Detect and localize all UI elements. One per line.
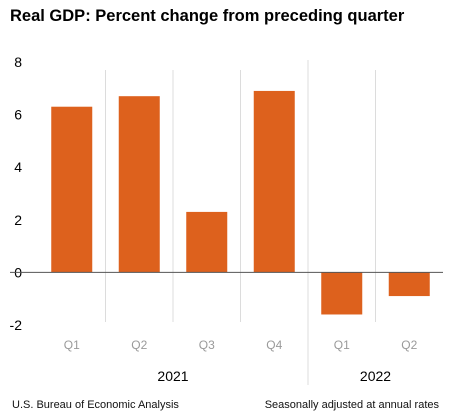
x-tick-label: Q1 xyxy=(334,338,350,352)
adjustment-note: Seasonally adjusted at annual rates xyxy=(264,399,439,411)
y-tick-label: 4 xyxy=(14,159,22,175)
y-tick-label: 6 xyxy=(14,107,22,123)
bar-0 xyxy=(51,106,93,273)
x-tick-label: Q2 xyxy=(131,338,147,352)
x-tick-label: Q4 xyxy=(266,338,282,352)
bar-2 xyxy=(186,211,228,273)
bar-3 xyxy=(253,90,295,273)
year-label: 2021 xyxy=(157,368,188,384)
year-label: 2022 xyxy=(360,368,391,384)
bar-4 xyxy=(321,272,363,315)
x-tick-label: Q2 xyxy=(401,338,417,352)
y-tick-label: -2 xyxy=(10,317,23,333)
x-tick-label: Q1 xyxy=(64,338,80,352)
x-tick-label: Q3 xyxy=(199,338,215,352)
chart-title: Real GDP: Percent change from preceding … xyxy=(10,7,405,25)
bar-5 xyxy=(388,272,430,297)
bar-1 xyxy=(118,96,160,273)
y-tick-label: 2 xyxy=(14,212,22,228)
source-note: U.S. Bureau of Economic Analysis xyxy=(12,399,179,411)
y-tick-label: 8 xyxy=(14,54,22,70)
